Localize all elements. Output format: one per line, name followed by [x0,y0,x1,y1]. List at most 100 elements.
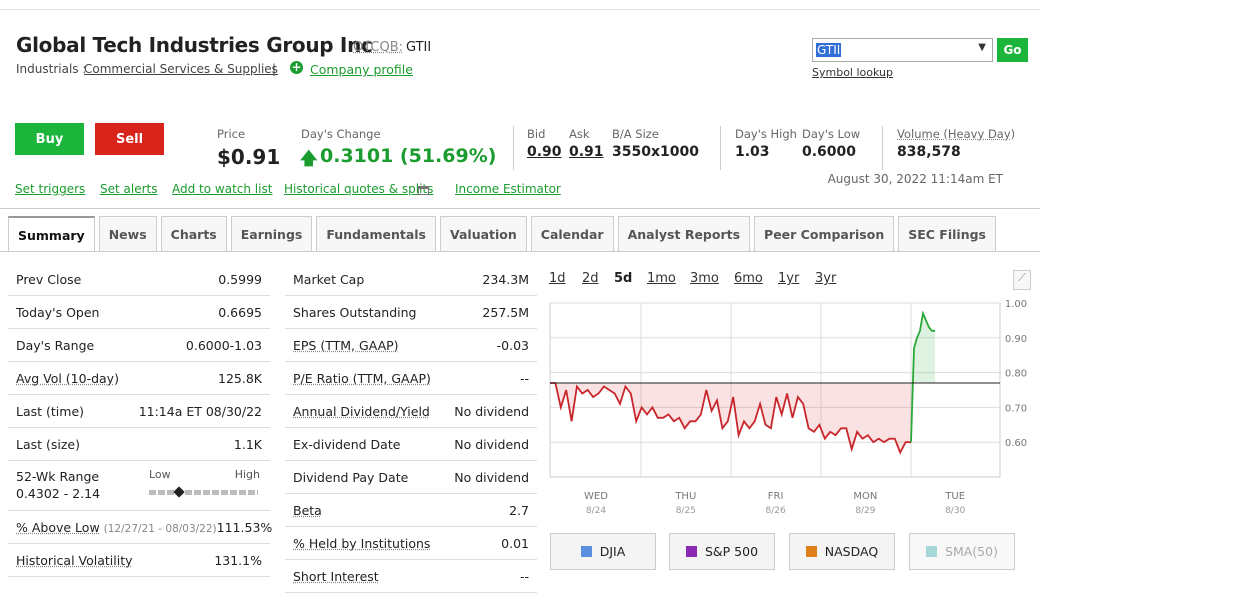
range-button[interactable]: 6mo [734,271,763,286]
range-button[interactable]: 5d [614,271,633,286]
legend-swatch [926,546,938,557]
legend-button[interactable]: NASDAQ [789,533,895,570]
row-value: -0.03 [496,337,529,353]
legend-button[interactable]: S&P 500 [669,533,775,570]
ask-label: Ask [569,127,590,141]
row-label: Beta [293,503,322,518]
profile-link[interactable]: Company profile [310,62,413,77]
up-arrow: 🡅 [300,149,318,169]
divider [882,126,883,170]
row-note: (12/27/21 - 08/03/22) [103,522,217,535]
legend-label: S&P 500 [704,544,759,559]
summary-mid: Market Cap 234.3M Shares Outstanding 257.5M… [285,263,537,593]
tab[interactable]: Summary [8,216,95,252]
plus-icon: + [290,60,303,74]
range-row: 52-Wk Range 0.4302 - 2.14 Low High [8,461,270,511]
go-button[interactable]: Go [997,38,1028,62]
tab[interactable]: Calendar [530,216,614,252]
row-label-text: Dividend Pay Date [293,469,409,485]
row-label: Last (size) [16,437,80,452]
caret: ▼ [978,42,986,53]
tab[interactable]: News [98,216,157,252]
row-label: Today's Open [16,305,99,320]
legend-button[interactable]: DJIA [550,533,656,570]
action-link[interactable]: Historical quotes & splits [284,182,434,196]
range-button[interactable]: 1mo [647,271,676,286]
table-row: Historical Volatility 131.1% [8,544,270,577]
row-value: 0.6000-1.03 [185,337,262,353]
chart-type-icon[interactable]: ⟋ [1013,270,1031,290]
range-button[interactable]: 3yr [815,271,837,286]
symbol-select[interactable]: GTII ▼ [812,38,993,62]
tab[interactable]: Charts [160,216,227,252]
row-label: % Above Low (12/27/21 - 08/03/22) [16,520,217,535]
low-label: Low [149,468,171,481]
row-label-text: Last (time) [16,403,85,419]
row-value: 11:14a ET 08/30/22 [138,403,262,419]
table-row: Shares Outstanding 257.5M [285,296,537,329]
range-button[interactable]: 1yr [778,271,800,286]
action-link[interactable]: Income Estimator [455,182,561,196]
price-line [910,310,935,443]
range-button[interactable]: 2d [582,271,599,286]
tab[interactable]: Analyst Reports [617,216,751,252]
range-button[interactable]: 3mo [690,271,719,286]
row-value: No dividend [454,469,529,485]
buy-button[interactable]: Buy [15,123,84,155]
action-link[interactable]: Add to watch list [172,182,273,196]
row-label: P/E Ratio (TTM, GAAP) [293,371,431,386]
row-label-text: Avg Vol (10-day) [16,370,119,386]
tab[interactable]: Peer Comparison [754,216,895,252]
symbol-lookup[interactable]: Symbol lookup [812,66,893,79]
tab[interactable]: Earnings [230,216,313,252]
legend-label: NASDAQ [824,544,879,559]
action-link[interactable]: Set alerts [100,182,158,196]
row-label: Prev Close [16,272,81,287]
table-row: Short Interest -- [285,560,537,593]
range-button[interactable]: 1d [549,271,566,286]
row-label-text: Shares Outstanding [293,304,417,320]
row-label-text: Historical Volatility [16,552,133,568]
x-day-label: FRI [768,491,784,502]
row-label-text: Ex-dividend Date [293,436,401,452]
tab[interactable]: Fundamentals [316,216,436,252]
rule [0,208,1040,209]
x-date-label: 8/26 [765,506,785,516]
row-value: 0.4302 - 2.14 [16,486,101,501]
change: 0.3101 (51.69%) [320,145,497,167]
row-label: Dividend Pay Date [293,470,408,485]
bid-label: Bid [527,127,546,141]
sell-button[interactable]: Sell [95,123,164,155]
row-label: Last (time) [16,404,84,419]
row-label: Annual Dividend/Yield [293,404,430,419]
tab[interactable]: Valuation [439,216,527,252]
x-date-label: 8/24 [586,506,606,516]
change-label: Day's Change [301,127,381,141]
ask[interactable]: 0.91 [569,144,604,160]
action-link[interactable]: Set triggers [15,182,86,196]
tab-bar: Summary News Charts Earnings Fundamentals Val… [8,216,996,252]
table-row: % Held by Institutions 0.01 [285,527,537,560]
row-label: Market Cap [293,272,364,287]
company-title: Global Tech Industries Group Inc [16,33,373,57]
row-value: -- [519,568,529,584]
legend-swatch [685,546,697,557]
y-tick-label: 0.60 [1005,438,1027,449]
row-value: 0.01 [501,535,529,551]
low: 0.6000 [802,144,857,160]
table-row: Day's Range 0.6000-1.03 [8,329,270,362]
table-row: Dividend Pay Date No dividend [285,461,537,494]
x-day-label: MON [853,491,877,502]
top-rule [0,9,1040,10]
x-date-label: 8/29 [855,506,875,516]
tab[interactable]: SEC Filings [898,216,996,252]
bid[interactable]: 0.90 [527,144,562,160]
x-day-label: THU [674,491,696,502]
industry-link[interactable]: Commercial Services & Supplies [84,62,278,76]
legend-button: SMA(50) [909,533,1015,570]
high-label: Day's High [735,127,797,141]
table-row: Today's Open 0.6695 [8,296,270,329]
row-value: -- [519,370,529,386]
y-tick-label: 1.00 [1005,299,1027,310]
